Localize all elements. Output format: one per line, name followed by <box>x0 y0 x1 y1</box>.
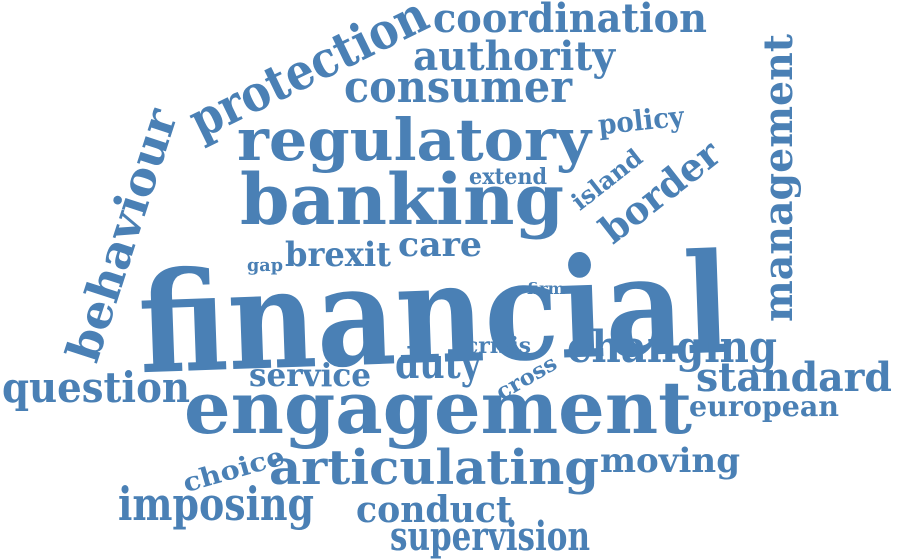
word-firm: firm <box>527 279 565 298</box>
word-imposing: imposing <box>118 477 314 531</box>
word-financial: financial <box>136 222 733 406</box>
word-question: question <box>2 363 190 412</box>
word-management: management <box>755 33 802 322</box>
word-engagement: engagement <box>184 365 692 450</box>
word-banking: banking <box>240 158 564 241</box>
word-gap: gap <box>247 255 283 276</box>
word-crisis: crisis <box>465 333 531 359</box>
word-authority: authority <box>413 33 617 80</box>
word-moving: moving <box>600 441 740 481</box>
word-conduct: conduct <box>356 489 512 531</box>
word-consumer: consumer <box>344 62 573 113</box>
word-changing: changing <box>567 322 777 373</box>
word-supervision: supervision <box>390 513 590 559</box>
word-brexit: brexit <box>285 235 391 275</box>
word-standard: standard <box>696 354 892 401</box>
word-coordination: coordination <box>433 0 707 42</box>
word-extend: extend <box>469 164 547 190</box>
word-duty: duty <box>395 339 482 388</box>
word-care: care <box>398 225 482 265</box>
word-service: service <box>249 356 371 394</box>
word-articulating: articulating <box>269 440 599 496</box>
word-regulatory: regulatory <box>237 106 593 174</box>
word-european: european <box>689 390 839 423</box>
